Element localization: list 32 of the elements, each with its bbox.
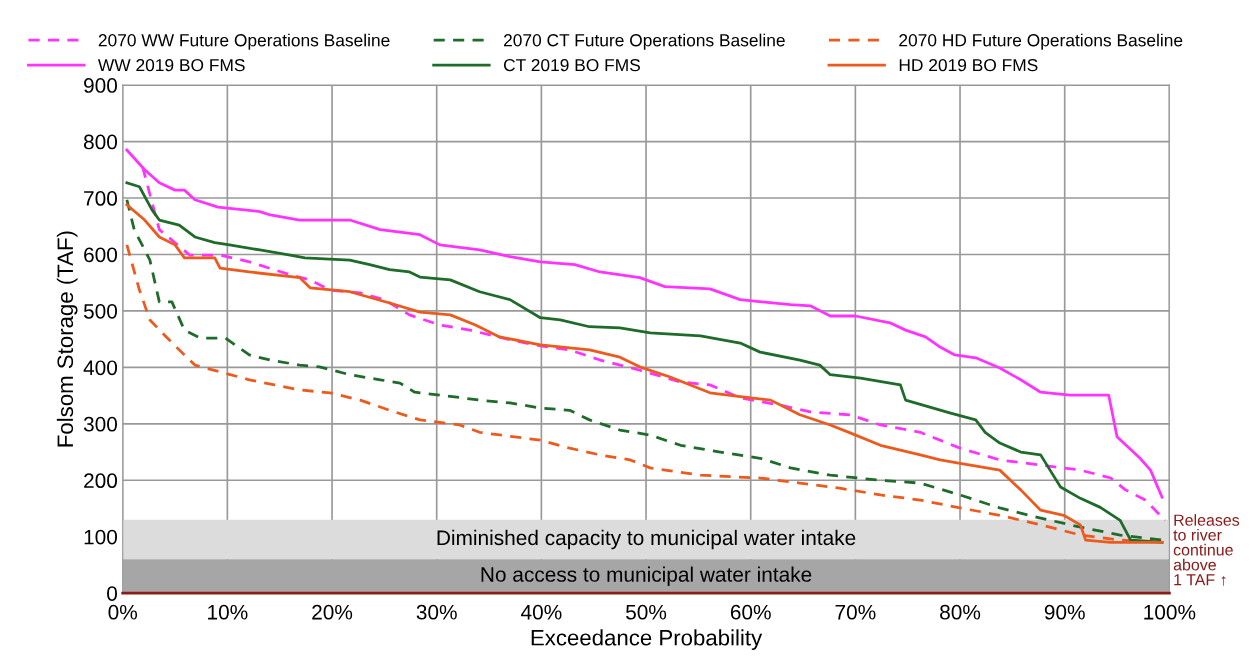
legend-label: WW 2019 BO FMS (97, 58, 245, 72)
y-tick-label: 400 (83, 360, 118, 376)
x-tick-label: 20% (312, 604, 353, 620)
y-tick-label: 0 (107, 586, 118, 601)
y-tick-label: 800 (83, 134, 118, 150)
band-label: Diminished capacity to municipal water intake (437, 529, 856, 550)
x-tick-label: 90% (1044, 604, 1085, 620)
text: Releases to river continue above 1 TAF ↑ (1173, 514, 1240, 586)
y-tick-label: 100 (84, 529, 118, 545)
x-tick-label: 30% (416, 604, 457, 620)
x-tick-label: 10% (208, 604, 248, 620)
y-tick-label: 200 (84, 473, 118, 489)
legend-label: HD 2019 BO FMS (899, 58, 1038, 72)
x-tick-label: 80% (940, 604, 981, 620)
y-axis-title: Folsom Storage (TAF) (56, 231, 78, 447)
y-tick-label: 300 (83, 416, 118, 432)
legend-label: CT 2019 BO FMS (503, 58, 640, 72)
x-tick-label: 60% (730, 604, 771, 620)
y-tick-label: 700 (84, 191, 118, 206)
x-tick-label: 50% (626, 604, 667, 620)
x-tick-label: 40% (521, 604, 562, 620)
legend-label: 2070 HD Future Operations Baseline (899, 33, 1183, 50)
legend-label: 2070 CT Future Operations Baseline (503, 33, 785, 50)
x-tick-label: 70% (835, 604, 876, 620)
band-label: No access to municipal water intake (481, 566, 812, 586)
y-tick-label: 500 (83, 303, 118, 319)
legend-label: 2070 WW Future Operations Baseline (98, 33, 390, 50)
x-tick-label: 0% (108, 604, 138, 620)
y-tick-label: 900 (84, 78, 118, 93)
x-axis-title: Exceedance Probability (531, 629, 763, 650)
x-tick-label: 100% (1144, 604, 1196, 620)
y-tick-label: 600 (84, 247, 118, 263)
